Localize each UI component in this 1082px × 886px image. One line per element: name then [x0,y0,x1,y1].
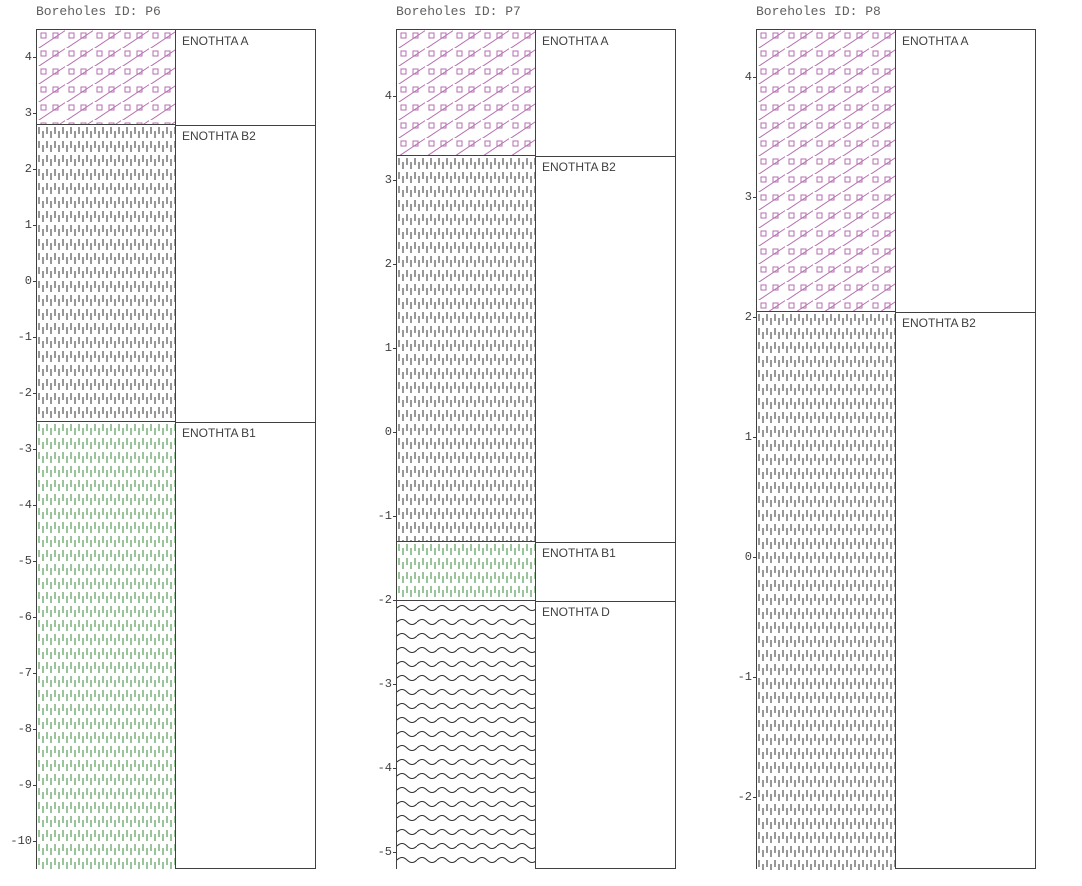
label-column: ENOTHTA A ENOTHTA B2 ENOTHTA B1 ENOTHTA D [536,29,676,869]
y-tick: -1 [724,670,752,684]
borehole-panel-p8: Boreholes ID: P843210-1-2ENOTHTA AENOTHT… [720,0,1080,869]
layer-enothta_b2 [757,312,895,870]
y-tick: 2 [364,257,392,271]
y-tick: -10 [4,834,32,848]
layer-label: ENOTHTA B1 [182,426,256,440]
y-tick: 4 [724,70,752,84]
y-tick: 3 [724,190,752,204]
chart-area: 43210-1-2-3-4-5-6-7-8-9-10ENOTHTA AENOTH… [0,29,360,869]
label-divider [536,601,675,602]
layer-label: ENOTHTA A [542,34,608,48]
layer-label: ENOTHTA B2 [542,160,616,174]
y-tick: 3 [364,173,392,187]
y-tick: -4 [4,498,32,512]
label-column: ENOTHTA A ENOTHTA B2 ENOTHTA B1 [176,29,316,869]
y-tick: 4 [364,89,392,103]
layer-enothta_a [397,30,535,156]
y-tick: -9 [4,778,32,792]
label-column: ENOTHTA A ENOTHTA B2 [896,29,1036,869]
y-tick: -3 [4,442,32,456]
y-tick: -2 [364,593,392,607]
y-tick: 4 [4,50,32,64]
lithology-column [396,29,536,869]
y-tick: 1 [364,341,392,355]
layer-label: ENOTHTA A [902,34,968,48]
borehole-log-container: Boreholes ID: P6 4 3 2 1 0 -1 -2 -3 -4 -5 -6 -7 -8 -9 -… [0,0,1082,886]
y-tick: -4 [364,761,392,775]
y-tick: 1 [724,430,752,444]
y-tick: 0 [724,550,752,564]
y-tick: -6 [4,610,32,624]
borehole-panel-p6: Boreholes ID: P6 4 3 2 1 0 -1 -2 -3 -4 -5 -6 -7 -8 -9 -… [0,0,360,869]
layer-enothta_a [757,30,895,312]
y-tick: 3 [4,106,32,120]
layer-enothta_b2 [37,125,175,422]
label-divider [536,156,675,157]
chart-area: 43210-1-2-3-4-5ENOTHTA AENOTHTA B2ENOTHT… [360,29,720,869]
chart-area: 4 3 2 1 0 -1 -2 ENOTHTA A ENOTHTA B2 [720,29,1080,869]
borehole-panel-p7: Boreholes ID: P7 4 3 2 1 0 -1 -2 -3 -4 -5 ENOTHTA A… [360,0,720,869]
layer-label: ENOTHTA D [542,605,610,619]
layer-enothta_b1 [37,422,175,870]
y-axis: 4 3 2 1 0 -1 -2 [720,29,756,869]
y-tick: -3 [364,677,392,691]
y-tick: 2 [4,162,32,176]
borehole-title: Boreholes ID: P8 [720,0,1080,29]
layer-label: ENOTHTA B2 [902,316,976,330]
y-tick: -5 [4,554,32,568]
y-tick: 1 [4,218,32,232]
layer-enothta_d [397,601,535,870]
layer-enothta_b1 [397,542,535,601]
layer-enothta_b2 [397,156,535,542]
layer-label: ENOTHTA A [182,34,248,48]
label-divider [896,312,1035,313]
label-divider [536,542,675,543]
borehole-title: Boreholes ID: P7 [360,0,720,29]
y-tick: -1 [4,330,32,344]
layer-enothta_a [37,30,175,125]
y-axis: 4 3 2 1 0 -1 -2 -3 -4 -5 -6 -7 -8 -9 -10 [0,29,36,869]
lithology-column [36,29,176,869]
y-tick: -1 [364,509,392,523]
lithology-column [756,29,896,869]
y-tick: -7 [4,666,32,680]
y-tick: -5 [364,845,392,859]
layer-label: ENOTHTA B2 [182,129,256,143]
y-tick: 0 [364,425,392,439]
y-tick: 0 [4,274,32,288]
y-tick: -2 [724,790,752,804]
y-tick: -2 [4,386,32,400]
borehole-title: Boreholes ID: P6 [0,0,360,29]
label-divider [176,125,315,126]
y-tick: 2 [724,310,752,324]
y-tick: -8 [4,722,32,736]
label-divider [176,422,315,423]
y-axis: 4 3 2 1 0 -1 -2 -3 -4 -5 [360,29,396,869]
layer-label: ENOTHTA B1 [542,546,616,560]
